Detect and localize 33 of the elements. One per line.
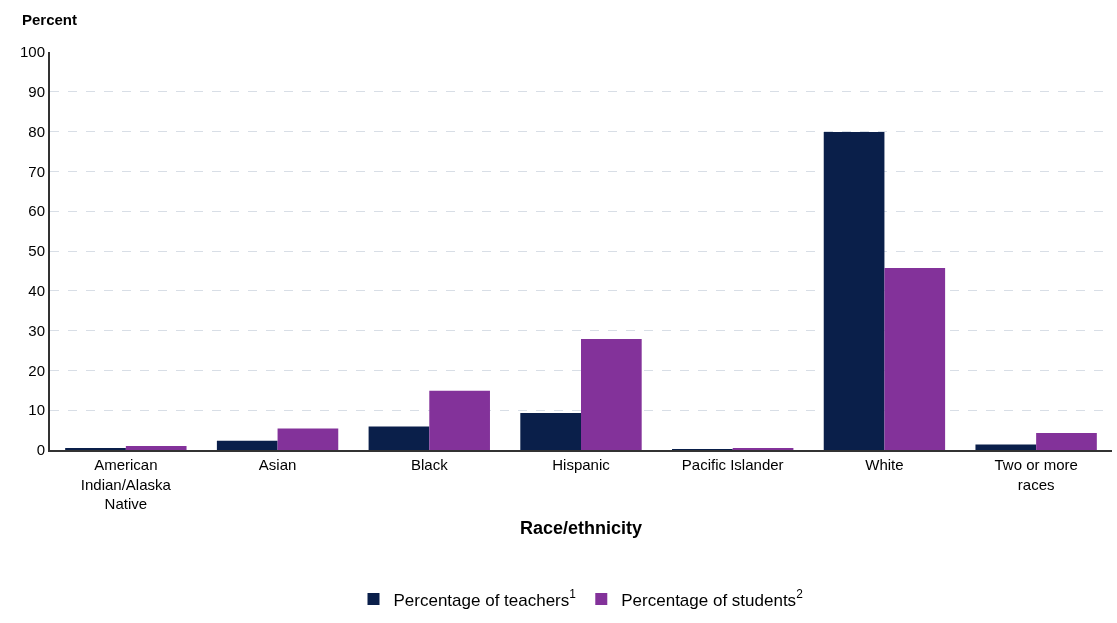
bar bbox=[823, 132, 885, 450]
bar bbox=[216, 440, 278, 450]
y-tick-label: 20 bbox=[28, 361, 45, 379]
x-tick-label: Asian bbox=[258, 456, 297, 473]
y-tick-label: 60 bbox=[28, 202, 45, 220]
y-tick-label: 70 bbox=[28, 162, 45, 180]
x-tick-label: Hispanic bbox=[552, 456, 611, 473]
x-tick-label: Two or more races bbox=[994, 456, 1078, 493]
y-tick-label: 100 bbox=[19, 43, 45, 61]
x-tick-label: Pacific Islander bbox=[681, 456, 784, 473]
y-tick-label: 40 bbox=[28, 282, 45, 300]
x-tick-label: Black bbox=[410, 456, 449, 473]
bar bbox=[125, 446, 187, 450]
x-tick-label: White bbox=[865, 456, 904, 473]
x-axis-title: Race/ethnicity bbox=[519, 517, 643, 538]
bar bbox=[429, 390, 490, 450]
y-tick-label: 0 bbox=[36, 441, 45, 459]
legend-label: Percentage of students$^{2}$ bbox=[621, 587, 804, 610]
bar bbox=[884, 268, 946, 450]
bar bbox=[1036, 432, 1097, 450]
y-tick-label: 50 bbox=[28, 242, 45, 260]
y-tick-label: 30 bbox=[28, 321, 45, 339]
bar bbox=[520, 412, 581, 450]
x-tick-label: American Indian/Alaska Native bbox=[80, 456, 172, 512]
bar bbox=[975, 444, 1037, 450]
y-tick-label: 80 bbox=[28, 122, 45, 140]
legend-label: Percentage of teachers$^{1}$ bbox=[393, 587, 577, 610]
y-tick-label: 90 bbox=[28, 83, 45, 101]
bar bbox=[277, 428, 339, 450]
y-axis-title: Percent bbox=[22, 11, 78, 28]
bar bbox=[368, 426, 430, 450]
y-tick-label: 10 bbox=[28, 401, 45, 419]
bar bbox=[581, 338, 642, 450]
